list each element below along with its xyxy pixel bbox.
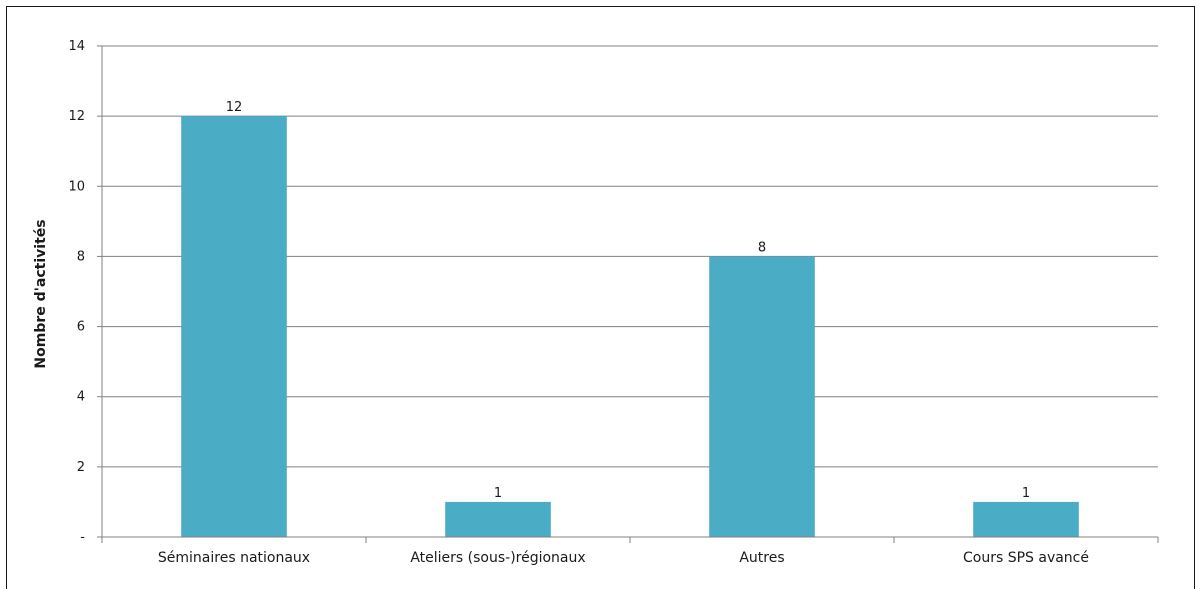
x-category-label: Ateliers (sous-)régionaux <box>410 550 585 566</box>
data-label: 12 <box>226 100 243 115</box>
x-category-label: Séminaires nationaux <box>158 550 310 566</box>
y-tick-label: 6 <box>77 320 85 335</box>
data-label: 8 <box>758 240 766 255</box>
bar <box>181 116 287 538</box>
y-tick-label: 10 <box>68 179 85 194</box>
bars <box>181 116 1079 538</box>
y-tick-label: 14 <box>68 39 85 54</box>
data-label: 1 <box>1022 486 1030 501</box>
x-category-label: Autres <box>739 550 784 566</box>
y-axis-title: Nombre d'activités <box>33 219 49 368</box>
bar <box>973 501 1079 537</box>
y-tick-label: 8 <box>77 249 85 264</box>
y-tick-label: 2 <box>77 460 85 475</box>
bar <box>445 501 551 537</box>
y-tick-label: - <box>80 530 85 545</box>
y-tick-label: 12 <box>68 109 85 124</box>
axes <box>97 45 1159 543</box>
x-category-label: Cours SPS avancé <box>963 550 1089 566</box>
labels: - 2 4 6 8 10 12 14 12 Séminaires nationaux 1 Atelie… <box>68 39 1089 566</box>
bar <box>709 256 815 537</box>
data-label: 1 <box>494 486 502 501</box>
y-tick-label: 4 <box>77 390 85 405</box>
